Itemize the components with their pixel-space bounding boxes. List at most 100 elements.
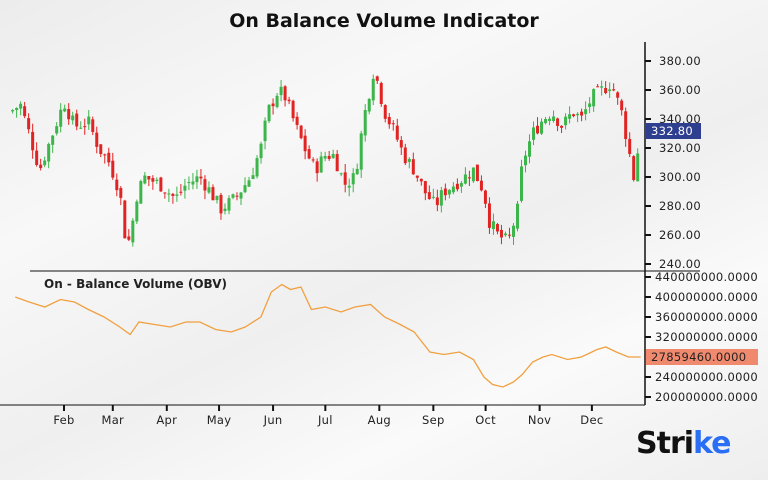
- candle-up: [367, 98, 371, 112]
- candle-up: [568, 114, 572, 119]
- candle-up: [183, 185, 187, 191]
- candle-down: [499, 229, 503, 238]
- candle-up: [187, 182, 191, 184]
- candle-down: [235, 195, 239, 197]
- candle-down: [211, 187, 215, 201]
- x-tick-label: Jun: [263, 413, 283, 427]
- price-tick-label: 380.00: [659, 54, 701, 68]
- obv-tick-label: 440000000.0000: [655, 270, 758, 284]
- price-tick-label: 240.00: [659, 257, 701, 271]
- x-tick-label: May: [207, 413, 232, 427]
- candle-down: [115, 179, 119, 191]
- candle-up: [355, 168, 359, 175]
- candle-down: [111, 160, 115, 178]
- obv-tick-label: 320000000.0000: [655, 330, 758, 344]
- candle-up: [47, 143, 51, 162]
- strike-logo: Strike: [636, 426, 732, 461]
- candle-up: [471, 167, 475, 182]
- candle-up: [55, 126, 59, 134]
- candle-up: [528, 141, 532, 157]
- candle-up: [524, 155, 528, 166]
- candle-down: [335, 154, 339, 172]
- candle-up: [407, 158, 411, 163]
- obv-tick-label: 200000000.0000: [655, 390, 758, 404]
- candle-up: [51, 135, 55, 145]
- candle-up: [339, 173, 343, 175]
- candle-up: [11, 110, 15, 112]
- candle-down: [271, 103, 275, 107]
- candle-up: [519, 166, 523, 201]
- candle-up: [363, 110, 367, 136]
- candle-down: [311, 159, 315, 161]
- candle-up: [255, 158, 259, 177]
- candle-down: [455, 183, 459, 190]
- candle-down: [315, 161, 319, 174]
- candle-up: [463, 174, 467, 184]
- obv-tick-label: 240000000.0000: [655, 370, 758, 384]
- x-tick-label: Dec: [580, 413, 603, 427]
- x-tick-label: Nov: [528, 413, 551, 427]
- candle-down: [487, 203, 491, 228]
- candle-up: [131, 220, 135, 243]
- candle-down: [219, 194, 223, 214]
- candle-down: [628, 138, 632, 154]
- candle-up: [503, 233, 507, 236]
- candle-up: [447, 189, 451, 195]
- candle-up: [540, 121, 544, 134]
- candle-down: [415, 175, 419, 178]
- candle-up: [259, 143, 263, 159]
- candle-up: [548, 118, 552, 121]
- candle-up: [155, 179, 159, 181]
- candle-down: [163, 192, 167, 194]
- candle-down: [27, 118, 31, 130]
- candle-up: [207, 187, 211, 193]
- candle-down: [303, 135, 307, 152]
- x-tick-label: Oct: [475, 413, 496, 427]
- candle-up: [371, 78, 375, 101]
- x-tick-label: Mar: [101, 413, 124, 427]
- x-tick-label: Sep: [422, 413, 445, 427]
- candle-up: [79, 127, 83, 129]
- candle-up: [359, 133, 363, 170]
- candle-down: [620, 100, 624, 111]
- candle-down: [203, 179, 207, 191]
- candle-down: [423, 181, 427, 194]
- candle-up: [608, 89, 612, 92]
- candle-down: [495, 224, 499, 232]
- candle-up: [239, 192, 243, 199]
- candle-up: [135, 201, 139, 222]
- obv-tick-label: 360000000.0000: [655, 310, 758, 324]
- candle-up: [592, 89, 596, 107]
- candle-down: [75, 113, 79, 127]
- candle-up: [532, 127, 536, 140]
- candle-up: [491, 221, 495, 230]
- candle-down: [427, 192, 431, 200]
- candle-up: [71, 115, 75, 121]
- candle-up: [247, 180, 251, 187]
- candle-down: [179, 191, 183, 193]
- candle-up: [459, 183, 463, 187]
- candle-down: [399, 140, 403, 148]
- candle-up: [576, 113, 580, 116]
- obv-tick-label: 400000000.0000: [655, 290, 758, 304]
- candle-down: [39, 164, 43, 169]
- candle-down: [467, 177, 471, 179]
- candle-down: [343, 172, 347, 185]
- candle-up: [511, 225, 515, 237]
- candle-up: [175, 194, 179, 196]
- candle-up: [215, 195, 219, 201]
- candle-down: [387, 116, 391, 125]
- candle-down: [99, 144, 103, 155]
- last-price-label: 332.80: [651, 124, 693, 138]
- obv-title: On - Balance Volume (OBV): [44, 277, 227, 291]
- candle-up: [231, 194, 235, 198]
- price-tick-label: 280.00: [659, 199, 701, 213]
- candle-down: [83, 126, 87, 128]
- candle-up: [143, 175, 147, 184]
- candle-down: [507, 234, 511, 236]
- candle-down: [580, 111, 584, 116]
- candle-up: [227, 198, 231, 211]
- candle-down: [379, 82, 383, 105]
- candle-down: [119, 188, 123, 198]
